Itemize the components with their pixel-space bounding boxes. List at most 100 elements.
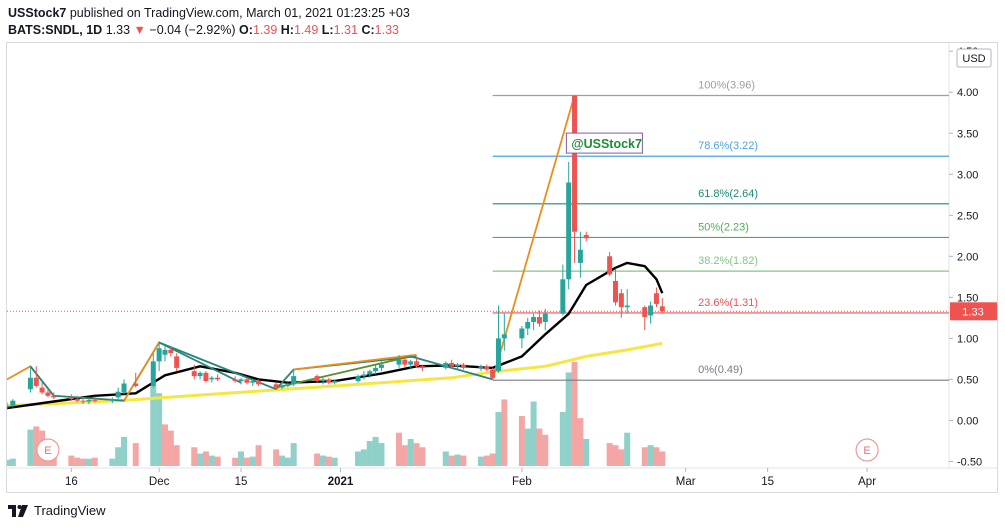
candle-body — [150, 361, 156, 386]
volume-bar — [454, 454, 461, 466]
candle-body — [232, 379, 238, 382]
price-axis-label: 2.00 — [957, 251, 978, 263]
high-value: 1.49 — [293, 23, 319, 37]
candle-body — [215, 377, 221, 380]
fib-level-label: 23.6%(1.31) — [698, 297, 758, 309]
author-annotation-text: @USStock7 — [571, 137, 642, 151]
publish-line: USStock7 published on TradingView.com, M… — [8, 6, 410, 20]
time-axis-label: Mar — [676, 476, 696, 488]
author-name[interactable]: USStock7 — [8, 6, 67, 20]
candle-body — [39, 387, 45, 393]
volume-bar — [460, 455, 467, 466]
volume-bar — [448, 455, 455, 466]
volume-bar — [167, 430, 174, 466]
candle-body — [27, 377, 33, 390]
price-axis-label: -0.50 — [957, 456, 982, 468]
volume-bar — [442, 451, 449, 466]
candle-body — [443, 362, 449, 368]
candle-body — [320, 379, 326, 382]
pattern-trend-line — [275, 355, 411, 389]
candle-body — [273, 384, 279, 388]
volume-bar — [583, 438, 590, 466]
volume-bar — [524, 428, 531, 466]
volume-bar — [208, 455, 215, 466]
symbol-label[interactable]: BATS:SNDL, 1D — [8, 23, 103, 37]
candle-body — [566, 182, 572, 280]
candle-body — [583, 234, 589, 239]
candle-body — [314, 376, 320, 382]
candle-body — [519, 328, 525, 339]
candle-body — [332, 381, 338, 383]
fib-level-label: 61.8%(2.64) — [698, 188, 758, 200]
candle-body — [92, 399, 98, 401]
volume-bar — [571, 362, 578, 466]
price-axis-label: 0.00 — [957, 415, 978, 427]
volume-bar — [331, 457, 338, 466]
time-axis-label: 15 — [235, 476, 248, 488]
candle-body — [121, 383, 127, 393]
candle-body — [115, 391, 121, 398]
candle-body — [612, 280, 618, 303]
candle-body — [279, 385, 285, 388]
volume-bar — [612, 445, 619, 466]
candle-body — [250, 381, 256, 383]
volume-bar — [477, 456, 484, 466]
candle-body — [419, 366, 425, 368]
volume-bar — [372, 436, 379, 466]
time-axis-label: Apr — [858, 476, 876, 488]
candle-body — [244, 379, 250, 383]
volume-bar — [396, 432, 403, 466]
time-axis-label: Dec — [149, 476, 170, 488]
fib-level-label: 0%(0.49) — [698, 364, 743, 376]
candle-body — [355, 376, 361, 382]
candle-body — [7, 405, 10, 408]
candle-body — [68, 397, 74, 400]
volume-bar — [50, 456, 57, 466]
published-text: published on TradingView.com, March 01, … — [69, 6, 410, 20]
candle-body — [74, 399, 80, 401]
candle-body — [648, 305, 654, 316]
volume-bar — [536, 428, 543, 466]
time-axis-label: 15 — [761, 476, 774, 488]
pattern-trend-line — [123, 342, 160, 402]
volume-bar — [284, 457, 291, 466]
volume-bar — [355, 451, 362, 466]
volume-bar — [278, 455, 285, 466]
volume-bar — [115, 447, 122, 466]
candle-body — [361, 374, 367, 377]
price-chart[interactable]: 100%(3.96) 78.6%(3.22) 61.8%(2.64) 50%(2.23… — [7, 43, 997, 492]
open-label: O: — [239, 23, 253, 37]
volume-bar — [202, 451, 209, 466]
volume-bar — [7, 459, 10, 466]
candle-body — [209, 377, 215, 380]
last-price-tag-label: 1.33 — [962, 306, 983, 318]
currency-box — [956, 48, 992, 68]
volume-bar — [74, 457, 81, 466]
volume-bar — [624, 432, 631, 466]
volume-bar — [565, 372, 572, 466]
candle-body — [653, 293, 659, 304]
candle-body — [174, 356, 180, 368]
time-axis-label: 16 — [65, 476, 78, 488]
tradingview-logo-icon[interactable] — [8, 503, 30, 519]
candle-body — [624, 305, 630, 308]
volume-bar — [161, 424, 168, 466]
tradingview-brand[interactable]: TradingView — [34, 503, 106, 518]
high-label: H: — [280, 23, 294, 37]
chart-panel[interactable]: 100%(3.96) 78.6%(3.22) 61.8%(2.64) 50%(2.23… — [6, 42, 998, 493]
volume-bar — [325, 456, 332, 466]
volume-bar — [33, 426, 40, 466]
candle-body — [80, 400, 86, 402]
candle-body — [238, 379, 244, 382]
candle-body — [33, 377, 39, 386]
author-annotation-box — [565, 132, 643, 154]
close-value: 1.33 — [374, 23, 399, 37]
volume-bar — [501, 399, 508, 466]
volume-bar — [483, 455, 490, 466]
volume-bar — [659, 451, 666, 466]
volume-bar — [238, 451, 245, 466]
volume-bar — [273, 449, 280, 466]
candle-body — [191, 371, 197, 377]
volume-bar — [255, 445, 262, 466]
candle-body — [408, 361, 414, 365]
